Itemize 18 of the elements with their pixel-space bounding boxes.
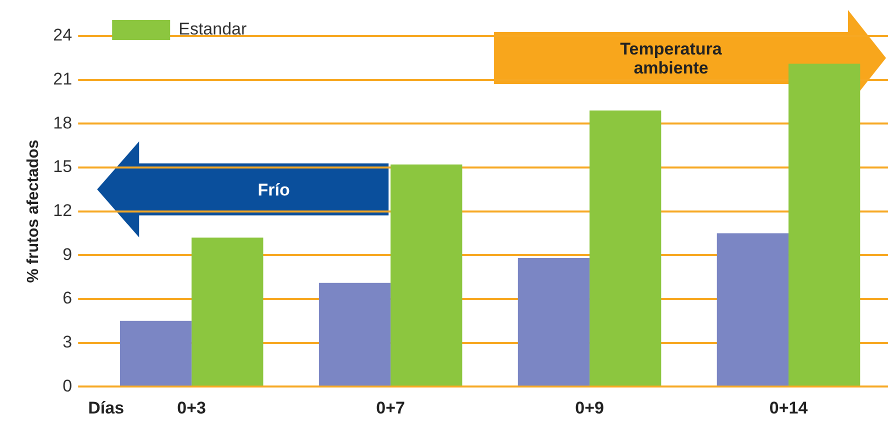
y-tick-label: 9 [62,244,72,264]
annotation: Frío [258,180,290,200]
y-tick-label: 24 [53,26,72,45]
x-tick-label: 0+7 [376,398,405,418]
x-tick-label: 0+9 [575,398,604,418]
x-axis-title: Días [88,398,124,418]
annotation: Temperatura ambiente [620,40,722,78]
y-tick-label: 12 [53,200,72,220]
y-axis-title: % frutos afectados [25,140,42,283]
y-tick-label: 15 [53,157,72,176]
x-tick-label: 0+3 [177,398,206,418]
x-tick-label: 0+14 [769,398,808,418]
y-tick-label: 18 [53,113,72,132]
legend-label: Estandar [178,20,247,39]
y-tick-label: 21 [53,70,72,89]
y-tick-label: 3 [62,332,72,352]
y-tick-label: 6 [62,288,72,308]
y-tick-label: 0 [62,376,72,396]
